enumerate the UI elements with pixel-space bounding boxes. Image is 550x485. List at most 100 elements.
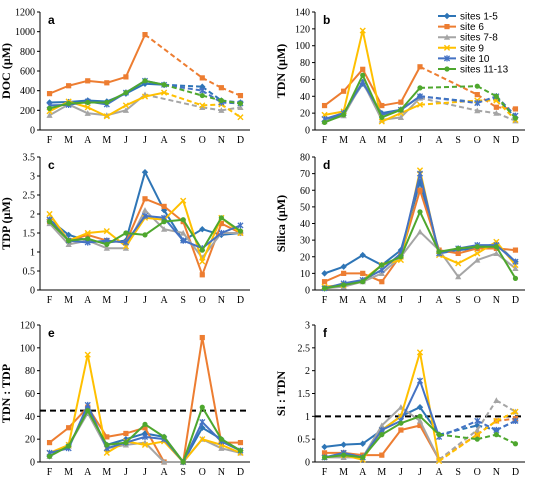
series-line-segment: [124, 198, 146, 243]
data-point: [160, 89, 168, 96]
data-point: [341, 452, 347, 458]
series-line-segment: [68, 101, 88, 105]
y-tick-label: 80: [25, 366, 35, 377]
x-tick-label: J: [418, 135, 422, 146]
series-line-segment: [457, 252, 478, 265]
x-tick-label: M: [377, 295, 386, 306]
data-point: [512, 247, 519, 253]
series-line-segment: [202, 106, 222, 112]
panel-label: a: [48, 13, 55, 27]
data-point: [104, 80, 110, 86]
data-point: [416, 170, 424, 177]
series-line-segment: [220, 438, 241, 452]
y-tick-label: 0: [305, 286, 310, 297]
x-tick-label: M: [377, 467, 386, 478]
data-point: [341, 88, 347, 94]
data-point: [180, 229, 187, 236]
x-tick-label: M: [102, 295, 111, 306]
data-point: [66, 443, 72, 449]
data-point: [46, 219, 53, 225]
y-tick-label: 30: [300, 236, 310, 247]
series-line-segment: [496, 106, 516, 110]
series-line-segment: [323, 90, 345, 107]
data-point: [46, 112, 53, 118]
y-tick-label: 60: [300, 186, 310, 197]
x-tick-label: M: [64, 467, 73, 478]
series-line-segment: [495, 246, 517, 279]
data-point: [321, 450, 328, 456]
series-line-segment: [86, 354, 108, 454]
y-tick-label: 3: [30, 172, 35, 183]
y-tick-label: 800: [20, 47, 35, 58]
y-tick-label: 3: [305, 321, 310, 332]
data-point: [378, 118, 385, 125]
data-point: [66, 425, 72, 431]
data-point: [455, 245, 461, 252]
x-tick-label: D: [237, 135, 244, 146]
legend-entry-s1: sites 1-5: [438, 12, 498, 23]
data-point: [199, 87, 206, 94]
series-line-segment: [419, 211, 440, 253]
x-tick-label: A: [435, 295, 443, 306]
data-point: [218, 215, 224, 221]
data-point: [417, 209, 423, 215]
x-tick-label: N: [218, 135, 225, 146]
x-tick-label: A: [435, 467, 443, 478]
x-tick-label: O: [474, 467, 481, 478]
series-s11: [46, 78, 244, 111]
data-point: [398, 99, 404, 105]
data-point: [218, 445, 225, 451]
data-point: [141, 93, 149, 100]
data-point: [237, 92, 244, 99]
data-point: [122, 102, 130, 109]
data-point: [341, 270, 347, 276]
data-point: [321, 443, 328, 451]
series-line-segment: [361, 30, 383, 122]
legend-swatch-marker: [444, 24, 450, 30]
x-tick-label: M: [64, 135, 73, 146]
series-line-segment: [163, 228, 184, 234]
x-tick-label: A: [84, 467, 92, 478]
data-point: [474, 107, 481, 114]
legend-swatch-marker: [444, 66, 450, 72]
series-line-segment: [144, 79, 165, 86]
y-tick-label: 0: [305, 458, 310, 469]
x-tick-label: O: [199, 295, 206, 306]
series-line-segment: [495, 410, 516, 422]
data-point: [123, 439, 129, 446]
x-tick-label: J: [124, 467, 128, 478]
series-s10: [46, 212, 244, 252]
legend-entry-s11: sites 11-13: [438, 65, 509, 76]
legend-entry-s9: site 9: [438, 43, 484, 54]
series-line-segment: [144, 423, 165, 438]
data-point: [398, 107, 404, 113]
series-line-segment: [163, 91, 203, 107]
data-point: [341, 112, 347, 118]
series-line-segment: [163, 199, 184, 221]
data-point: [237, 114, 244, 121]
data-point: [378, 266, 385, 274]
data-point: [237, 228, 244, 234]
data-point: [142, 196, 148, 202]
data-point: [218, 85, 224, 91]
x-tick-label: N: [218, 295, 225, 306]
series-line-segment: [182, 219, 204, 251]
series-s11: [46, 215, 244, 253]
legend-swatch-marker: [443, 55, 451, 62]
series-line-segment: [67, 410, 89, 447]
series-line-segment: [343, 280, 363, 286]
x-tick-label: M: [64, 295, 73, 306]
data-point: [84, 104, 91, 111]
x-tick-label: F: [47, 135, 53, 146]
series-line-segment: [201, 217, 223, 251]
y-axis-label: TDP (µM): [0, 197, 13, 250]
data-point: [474, 436, 480, 442]
series-line-segment: [68, 79, 88, 87]
series-line-segment: [381, 255, 402, 275]
data-point: [199, 75, 205, 81]
y-tick-label: 100: [20, 343, 35, 354]
data-point: [123, 74, 129, 80]
